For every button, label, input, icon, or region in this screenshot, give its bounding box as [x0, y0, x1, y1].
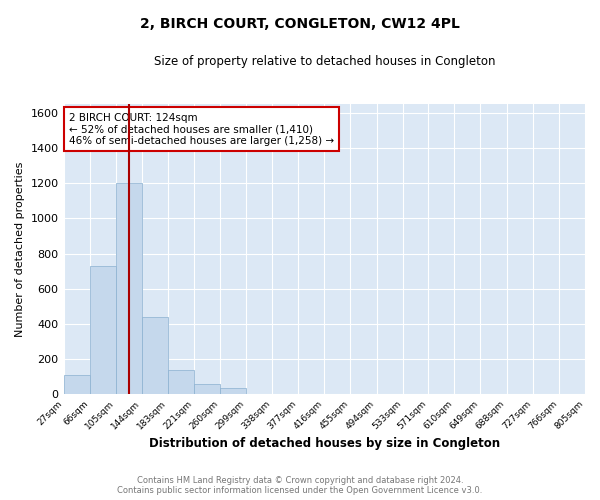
Title: Size of property relative to detached houses in Congleton: Size of property relative to detached ho… [154, 55, 495, 68]
Bar [220, 388, 246, 394]
Bar [168, 370, 194, 394]
Bar [194, 384, 220, 394]
Bar [116, 183, 142, 394]
X-axis label: Distribution of detached houses by size in Congleton: Distribution of detached houses by size … [149, 437, 500, 450]
Bar [64, 375, 89, 394]
Text: Contains HM Land Registry data © Crown copyright and database right 2024.
Contai: Contains HM Land Registry data © Crown c… [118, 476, 482, 495]
Bar [142, 317, 168, 394]
Text: 2, BIRCH COURT, CONGLETON, CW12 4PL: 2, BIRCH COURT, CONGLETON, CW12 4PL [140, 18, 460, 32]
Y-axis label: Number of detached properties: Number of detached properties [15, 162, 25, 337]
Text: 2 BIRCH COURT: 124sqm
← 52% of detached houses are smaller (1,410)
46% of semi-d: 2 BIRCH COURT: 124sqm ← 52% of detached … [69, 112, 334, 146]
Bar [89, 266, 116, 394]
